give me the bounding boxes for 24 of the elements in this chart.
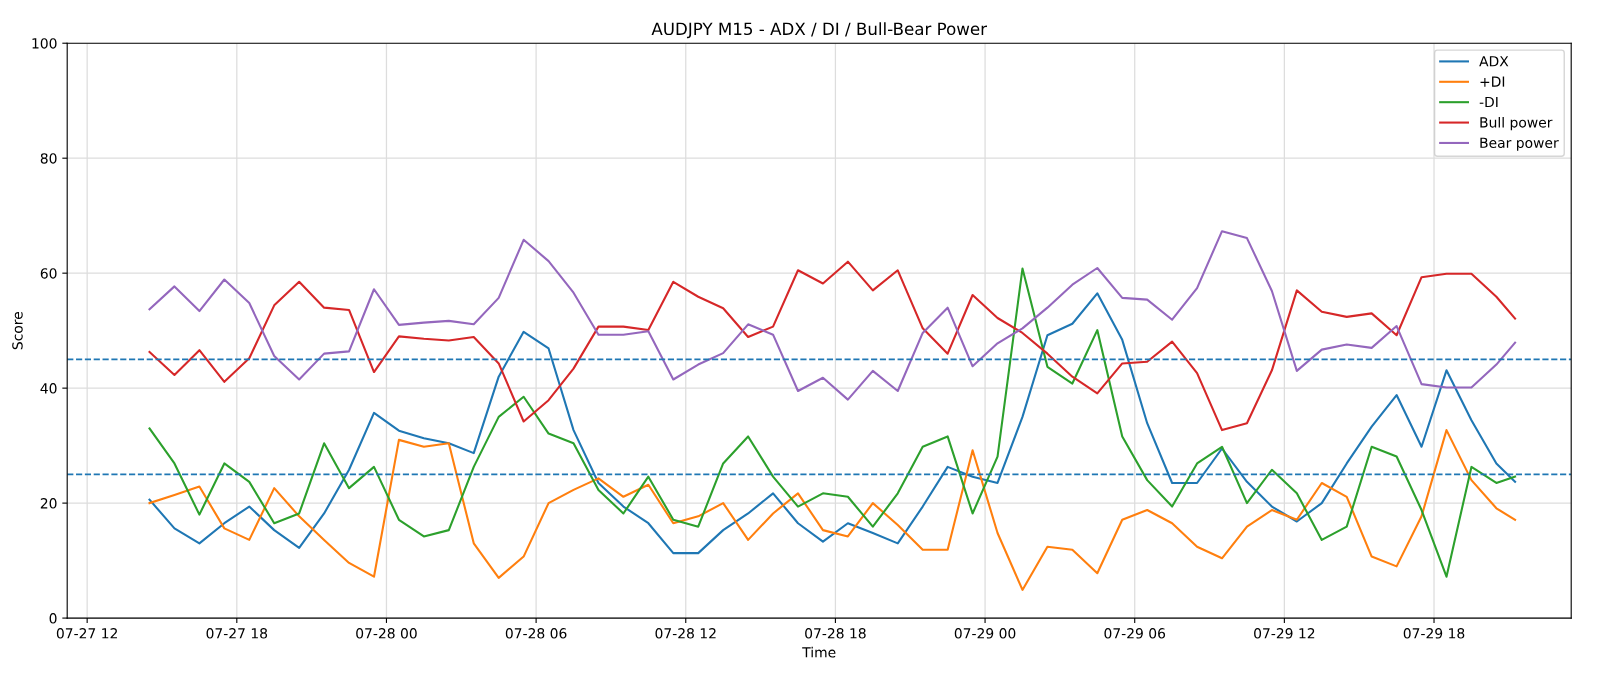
x-axis-title: Time <box>802 646 836 658</box>
legend-label: ADX <box>1479 56 1509 67</box>
y-tick-label: 40 <box>40 383 57 394</box>
x-tick-label: 07-27 12 <box>56 628 117 639</box>
y-tick-label: 80 <box>40 153 57 164</box>
legend-label: Bull power <box>1480 116 1553 131</box>
x-tick-label: 07-29 00 <box>954 628 1016 639</box>
x-tick-label: 07-28 06 <box>505 628 567 639</box>
legend-label: +DI <box>1480 76 1505 87</box>
y-tick-label: 60 <box>40 268 57 279</box>
x-tick-label: 07-28 12 <box>655 628 716 639</box>
legend-label: Bear power <box>1480 137 1559 151</box>
x-tick-label: 07-29 12 <box>1254 628 1315 639</box>
y-tick-label: 100 <box>32 38 57 49</box>
x-tick-label: 07-28 00 <box>356 628 417 639</box>
y-axis-title: Score <box>12 311 23 350</box>
x-tick-label: 07-28 18 <box>805 628 866 639</box>
y-tick-label: 0 <box>49 613 57 624</box>
y-tick-label: 20 <box>40 498 57 509</box>
x-tick-label: 07-27 18 <box>206 628 268 639</box>
x-tick-label: 07-29 18 <box>1403 628 1465 639</box>
x-tick-label: 07-29 06 <box>1104 628 1166 639</box>
chart-title: AUDJPY M15 - ADX / DI / Bull-Bear Power <box>651 22 988 39</box>
legend-label: -DI <box>1479 96 1498 108</box>
